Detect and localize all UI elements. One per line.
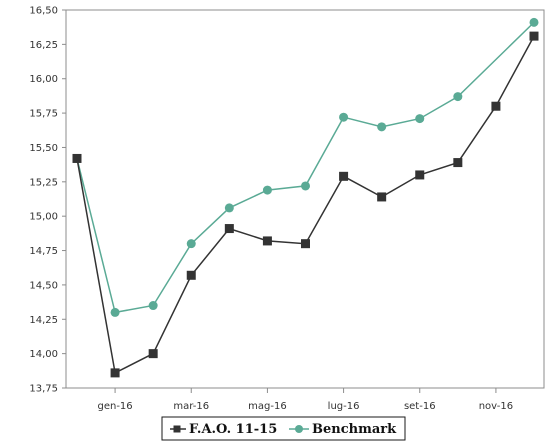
data-point-fao <box>72 153 82 163</box>
legend-fao-square-icon <box>173 425 181 433</box>
data-point-benchmark <box>415 114 425 124</box>
y-tick-label: 15,50 <box>29 143 58 154</box>
data-point-fao <box>186 270 196 280</box>
data-point-fao <box>453 158 463 168</box>
y-tick-label: 14,25 <box>29 315 58 326</box>
x-tick-label: mar-16 <box>173 401 209 412</box>
series-line-benchmark <box>76 21 535 314</box>
data-point-fao <box>377 192 387 202</box>
y-tick-label: 15,25 <box>29 177 58 188</box>
legend: F.A.O. 11-15 Benchmark <box>161 416 406 441</box>
data-point-benchmark <box>377 122 387 132</box>
y-tick-label: 14,75 <box>29 246 58 257</box>
data-point-benchmark <box>110 307 120 317</box>
x-axis: gen-16 mar-16 mag-16 lug-16 set-16 nov-16 <box>97 388 513 412</box>
data-point-fao <box>415 170 425 180</box>
series-layer <box>72 17 539 378</box>
plot-frame <box>65 9 545 389</box>
data-point-benchmark <box>301 181 310 191</box>
data-point-benchmark <box>148 301 158 311</box>
y-tick-label: 15,00 <box>29 212 58 223</box>
data-point-fao <box>529 31 539 41</box>
data-point-fao <box>491 101 501 111</box>
data-point-benchmark <box>529 17 539 27</box>
x-tick-label: nov-16 <box>479 401 513 412</box>
x-tick-label: lug-16 <box>328 401 360 412</box>
legend-box <box>161 416 406 441</box>
legend-benchmark-label: Benchmark <box>312 422 397 437</box>
legend-item-fao: F.A.O. 11-15 <box>170 422 277 437</box>
data-point-fao <box>110 368 120 378</box>
legend-benchmark-circle-icon <box>295 425 303 433</box>
data-point-benchmark <box>224 203 234 213</box>
x-tick-label: mag-16 <box>248 401 287 412</box>
legend-item-benchmark: Benchmark <box>289 422 397 437</box>
y-tick-label: 14,00 <box>29 349 58 360</box>
data-point-fao <box>148 349 158 359</box>
y-axis: 13,75 14,00 14,25 14,50 14,75 15,00 15,25 15,50… <box>29 6 66 395</box>
x-tick-label: set-16 <box>404 401 436 412</box>
data-point-benchmark <box>453 92 463 102</box>
y-tick-label: 15,75 <box>29 109 58 120</box>
data-point-fao <box>301 239 310 249</box>
y-tick-label: 14,50 <box>29 280 58 291</box>
data-point-benchmark <box>262 185 272 195</box>
legend-fao-label: F.A.O. 11-15 <box>189 422 277 437</box>
y-tick-label: 16,25 <box>29 40 58 51</box>
y-tick-label: 16,00 <box>29 74 58 85</box>
data-point-fao <box>339 171 349 181</box>
data-point-fao <box>262 236 272 246</box>
data-point-benchmark <box>186 239 196 249</box>
data-point-benchmark <box>339 112 349 122</box>
y-tick-label: 13,75 <box>29 384 58 395</box>
x-tick-label: gen-16 <box>97 401 132 412</box>
y-tick-label: 16,50 <box>29 6 58 17</box>
data-point-fao <box>224 224 234 234</box>
